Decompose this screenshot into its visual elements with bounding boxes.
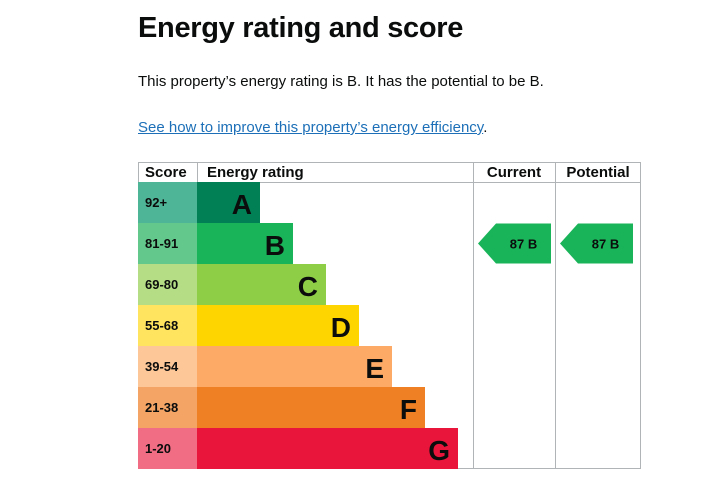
rating-letter-b: B — [265, 230, 285, 261]
rating-letter-f: F — [400, 394, 417, 425]
current-rating-label: 87 B — [510, 237, 537, 252]
rating-bar-e — [197, 346, 392, 387]
improve-paragraph: See how to improve this property’s energ… — [138, 119, 487, 136]
score-range-c: 69-80 — [145, 277, 178, 292]
header-potential: Potential — [566, 164, 629, 181]
header-score: Score — [145, 164, 187, 181]
rating-bar-a — [197, 182, 260, 223]
rating-bar-b — [197, 223, 293, 264]
score-range-a: 92+ — [145, 195, 167, 210]
header-energy-rating: Energy rating — [207, 164, 304, 181]
score-range-g: 1-20 — [145, 441, 171, 456]
potential-arrow — [560, 223, 633, 264]
rating-bar-d — [197, 305, 359, 346]
rating-summary: This property’s energy rating is B. It h… — [138, 73, 544, 90]
score-range-e: 39-54 — [145, 359, 179, 374]
potential-rating-label: 87 B — [592, 237, 619, 252]
rating-letter-d: D — [331, 312, 351, 343]
improve-energy-link[interactable]: See how to improve this property’s energ… — [138, 119, 484, 136]
rating-bar-g — [197, 428, 458, 469]
score-range-cell-d — [138, 305, 197, 346]
header-current: Current — [487, 164, 541, 181]
rating-bar-c — [197, 264, 326, 305]
score-range-cell-f — [138, 387, 197, 428]
rating-letter-c: C — [298, 271, 318, 302]
improve-link-period: . — [483, 119, 488, 136]
score-range-f: 21-38 — [145, 400, 178, 415]
rating-letter-e: E — [365, 353, 384, 384]
rating-bar-f — [197, 387, 425, 428]
score-range-cell-b — [138, 223, 197, 264]
score-range-d: 55-68 — [145, 318, 178, 333]
rating-letter-g: G — [428, 435, 450, 466]
score-range-cell-c — [138, 264, 197, 305]
score-range-b: 81-91 — [145, 236, 178, 251]
score-range-cell-a — [138, 182, 197, 223]
score-range-cell-e — [138, 346, 197, 387]
score-range-cell-g — [138, 428, 197, 469]
rating-letter-a: A — [232, 189, 252, 220]
page-title: Energy rating and score — [138, 12, 464, 44]
current-arrow — [478, 223, 551, 264]
